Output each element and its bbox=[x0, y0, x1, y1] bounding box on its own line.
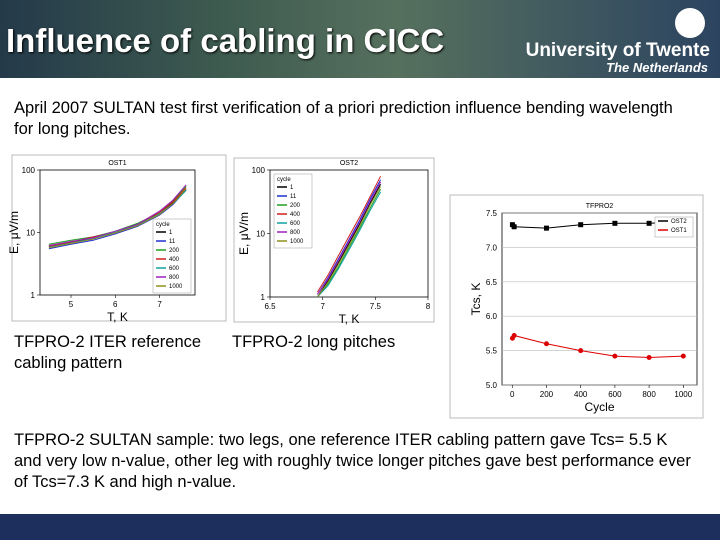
marker bbox=[646, 220, 652, 226]
x-tick-label: 6 bbox=[113, 300, 118, 309]
series-line bbox=[316, 181, 382, 295]
chart-title: OST1 bbox=[108, 160, 126, 167]
y-tick-label: 10 bbox=[26, 229, 35, 238]
x-tick-label: 7 bbox=[320, 302, 325, 311]
y-axis-label: E, μV/m bbox=[237, 212, 251, 255]
legend-label: 200 bbox=[290, 203, 301, 209]
legend-label: OST2 bbox=[671, 219, 687, 225]
legend-label: 800 bbox=[169, 275, 180, 281]
marker bbox=[646, 354, 652, 360]
legend-label: 11 bbox=[290, 194, 297, 200]
x-tick-label: 0 bbox=[510, 390, 515, 399]
y-tick-label: 100 bbox=[22, 166, 36, 175]
y-tick-label: 5.5 bbox=[486, 347, 498, 356]
marker bbox=[612, 353, 618, 359]
conclusion-text: TFPRO-2 SULTAN sample: two legs, one ref… bbox=[14, 431, 691, 491]
y-tick-label: 7.0 bbox=[486, 243, 498, 252]
x-tick-label: 600 bbox=[608, 390, 622, 399]
x-tick-label: 5 bbox=[69, 300, 74, 309]
x-tick-label: 7 bbox=[157, 300, 162, 309]
marker bbox=[680, 353, 686, 359]
legend-label: 600 bbox=[290, 221, 301, 227]
x-axis-label: Cycle bbox=[584, 400, 614, 414]
legend-label: 600 bbox=[169, 266, 180, 272]
slide-title: Influence of cabling in CICC bbox=[6, 22, 445, 59]
series-line bbox=[48, 189, 187, 250]
x-tick-label: 6.5 bbox=[264, 302, 276, 311]
legend-label: 800 bbox=[290, 230, 301, 236]
series-line bbox=[316, 183, 382, 298]
legend-title: cycle bbox=[277, 177, 291, 183]
y-axis-label: E, μV/m bbox=[7, 211, 21, 254]
y-tick-label: 7.5 bbox=[486, 209, 498, 218]
x-axis-label: T, K bbox=[107, 310, 128, 324]
footer-bar bbox=[0, 514, 720, 540]
series-line bbox=[48, 184, 187, 246]
x-tick-label: 1000 bbox=[674, 390, 692, 399]
y-axis-label: Tcs, K bbox=[469, 283, 483, 316]
header: Influence of cabling in CICC University … bbox=[0, 0, 720, 78]
legend-label: 200 bbox=[169, 248, 180, 254]
chart-title: OST2 bbox=[340, 160, 358, 167]
x-tick-label: 400 bbox=[574, 390, 588, 399]
x-tick-label: 8 bbox=[426, 302, 431, 311]
series-line bbox=[48, 188, 187, 249]
caption: TFPRO-2 long pitches bbox=[232, 333, 396, 351]
y-tick-label: 1 bbox=[261, 293, 266, 302]
marker bbox=[543, 225, 549, 231]
marker bbox=[612, 220, 618, 226]
series-line bbox=[316, 175, 382, 293]
marker bbox=[511, 224, 517, 230]
legend-label: 400 bbox=[290, 212, 301, 218]
logo-icon bbox=[675, 8, 705, 38]
x-axis-label: T, K bbox=[339, 312, 360, 326]
marker bbox=[578, 348, 584, 354]
legend-title: cycle bbox=[156, 222, 170, 228]
y-tick-label: 6.5 bbox=[486, 278, 498, 287]
marker bbox=[578, 222, 584, 228]
chart-frame bbox=[233, 157, 435, 323]
x-tick-label: 800 bbox=[642, 390, 656, 399]
logo-text: University of Twente bbox=[525, 40, 710, 61]
marker bbox=[511, 332, 517, 338]
legend-label: 1 bbox=[290, 185, 294, 191]
legend-label: 11 bbox=[169, 239, 176, 245]
marker bbox=[543, 341, 549, 347]
logo-subtext: The Netherlands bbox=[606, 60, 708, 75]
y-tick-label: 10 bbox=[256, 230, 265, 239]
caption: TFPRO-2 ITER reference cabling pattern bbox=[14, 333, 202, 372]
series-line bbox=[317, 191, 382, 298]
legend-box bbox=[654, 216, 694, 238]
y-tick-label: 100 bbox=[252, 166, 266, 175]
x-tick-label: 7.5 bbox=[370, 302, 382, 311]
chart-frame bbox=[11, 154, 227, 322]
legend-label: 400 bbox=[169, 257, 180, 263]
y-tick-label: 6.0 bbox=[486, 312, 498, 321]
chart-title: TFPRO2 bbox=[586, 203, 614, 210]
legend-label: 1 bbox=[169, 230, 173, 236]
intro-text: April 2007 SULTAN test first verificatio… bbox=[14, 99, 673, 138]
legend-label: 1000 bbox=[169, 284, 183, 290]
series-line bbox=[316, 186, 382, 298]
x-tick-label: 200 bbox=[540, 390, 554, 399]
y-tick-label: 1 bbox=[31, 291, 36, 300]
series-line bbox=[316, 179, 382, 295]
legend-label: OST1 bbox=[671, 228, 687, 234]
series-line bbox=[317, 188, 382, 298]
legend-label: 1000 bbox=[290, 239, 304, 245]
y-tick-label: 5.0 bbox=[486, 381, 498, 390]
